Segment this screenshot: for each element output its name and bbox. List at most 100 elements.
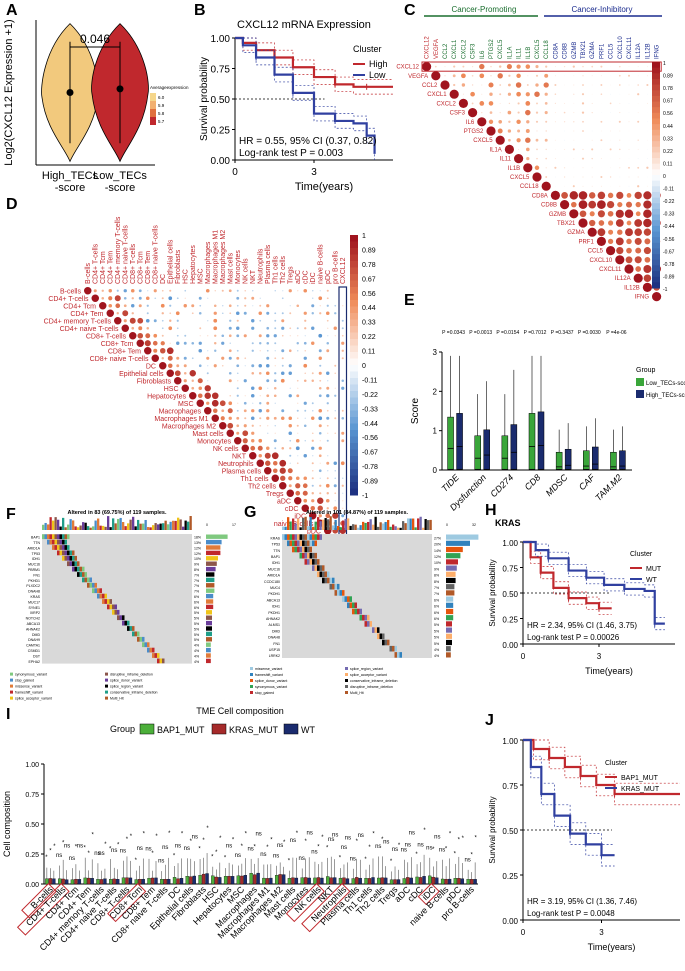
mut-cell-15-2 (122, 615, 125, 621)
mut-cell-5-3 (74, 561, 77, 567)
corr-cell-17-18 (220, 416, 225, 421)
tmb-bar-44 (392, 524, 395, 530)
corr-cell-9-19 (228, 356, 232, 360)
corr-cell-23-25 (272, 460, 278, 466)
corr-cell-27-28 (295, 490, 301, 496)
corr-cell-2-7 (138, 304, 142, 308)
corr-cell-4-4 (114, 317, 122, 325)
box-33-1 (469, 879, 474, 885)
sig-label-12-1: * (202, 838, 205, 844)
tmb-bar-45 (154, 523, 157, 530)
corr-cell-22-30 (312, 455, 314, 457)
mut-cell-1-5 (299, 540, 302, 547)
corr-cell-19-19 (596, 236, 606, 246)
legend-swatch-1 (10, 678, 13, 682)
gene-label-6: PBRM1 (28, 568, 40, 572)
gene-bar-16 (206, 620, 212, 626)
box-21-1 (316, 877, 321, 885)
row-label-24: IL12B (624, 285, 640, 291)
tmb-bar-59 (429, 519, 432, 530)
mut-cell-3-2 (62, 550, 65, 556)
corr-cell-5-10 (517, 111, 520, 114)
row-label-10: IL11 (500, 157, 512, 163)
corr-cell-14-24 (266, 394, 270, 398)
panel-label-d: D (6, 196, 18, 213)
sig-label-21-2: * (321, 835, 324, 841)
sig-label-20-1: * (305, 839, 308, 845)
colorbar-seg-19 (350, 358, 358, 366)
corr-cell-9-29 (303, 356, 307, 360)
col-label-6: IL6 (480, 50, 486, 59)
ci-lower-1 (523, 541, 665, 631)
corr-cell-4-23 (637, 102, 639, 104)
colorbar-tick-2: 0.78 (362, 262, 376, 269)
sig-label-18-2: * (283, 840, 286, 846)
mut-cell-0-13 (314, 534, 317, 540)
corr-cell-28-31 (317, 497, 324, 504)
box-10-1 (176, 878, 180, 885)
tmb-bar-51 (409, 518, 412, 530)
corr-cell-28-33 (334, 500, 336, 502)
colorbar-seg-2 (350, 248, 358, 255)
mut-cell-3-2 (304, 552, 307, 559)
mut-cell-0-7 (59, 534, 62, 540)
corr-cell-10-11 (167, 363, 173, 369)
box-17-1 (265, 878, 270, 885)
highlight-box-1 (16, 882, 70, 936)
corr-cell-26-26 (279, 482, 287, 490)
box-30-2 (435, 877, 439, 885)
x-tick-label-0: -score (55, 182, 86, 194)
box-30-0 (428, 875, 432, 885)
row-label-30: iDC (294, 513, 306, 520)
legend-swatch-5 (105, 672, 108, 676)
corr-cell-2-6 (481, 84, 483, 86)
col-label-20: Monocytes (235, 250, 242, 284)
box-1-0 (474, 435, 481, 470)
ci-lower-0 (235, 37, 393, 95)
box-10-2 (179, 878, 184, 885)
corr-cell-10-20 (610, 158, 612, 160)
colorbar-tick-12: -0.33 (362, 406, 378, 413)
corr-cell-25-32 (326, 477, 329, 480)
corr-cell-5-8 (499, 111, 501, 114)
tmb-bar-11 (69, 519, 72, 530)
colorbar-tick-4: 0.56 (663, 111, 673, 117)
corr-cell-8-8 (144, 347, 152, 355)
corr-cell-23-31 (319, 462, 321, 464)
corr-cell-5-6 (481, 111, 483, 114)
legend-swatch-4 (250, 691, 253, 694)
col-label-33: pro B-cells (332, 250, 339, 284)
box-5-0 (583, 450, 590, 470)
gene-pct-9: 7% (194, 584, 199, 588)
legend-label-1: KRAS_MUT (621, 786, 660, 793)
x-tick-label-1: -score (105, 182, 136, 194)
corr-cell-1-12 (176, 297, 179, 300)
gene-pct-7: 8% (434, 580, 439, 584)
corr-cell-16-30 (311, 409, 314, 412)
corr-cell-1-10 (516, 73, 521, 79)
y-tick-label-3: 0.75 (25, 792, 39, 799)
tmb-bar-18 (327, 519, 330, 530)
corr-cell-0-13 (184, 289, 187, 292)
corr-cell-0-2 (101, 289, 104, 292)
corr-cell-3-30 (311, 312, 314, 315)
tmb-bar-9 (304, 516, 307, 530)
gene-label-4: IDH1 (272, 561, 280, 565)
gene-bar-9 (446, 590, 455, 596)
row-label-2: CD4+ Tcm (63, 303, 96, 310)
col-label-15: MSC (197, 268, 204, 284)
gene-pct-23: 4% (194, 660, 199, 664)
mut-cell-0-3 (49, 534, 52, 540)
mut-cell-8-0 (82, 577, 85, 583)
x-axis-label: Time(years) (588, 942, 636, 952)
corr-cell-12-12 (174, 377, 182, 385)
mut-cell-1-6 (302, 540, 305, 547)
gene-pct-19: 4% (434, 654, 439, 658)
gene-label-12: MUC17 (28, 600, 40, 604)
sig-label-23-2: ns (345, 836, 351, 842)
sig-label-18-0: ns (273, 853, 279, 859)
mut-cell-13-2 (364, 614, 367, 621)
gene-bar-15 (206, 615, 212, 620)
mut-cell-0-8 (62, 534, 65, 540)
tmb-bar-0 (42, 524, 45, 530)
